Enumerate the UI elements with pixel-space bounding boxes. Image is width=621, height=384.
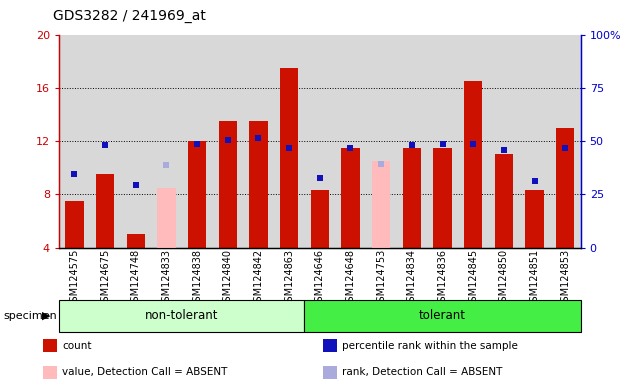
Text: GSM124845: GSM124845 — [468, 249, 478, 308]
Bar — [397, 35, 427, 248]
Bar — [550, 35, 581, 248]
Text: GDS3282 / 241969_at: GDS3282 / 241969_at — [53, 9, 206, 23]
Bar — [59, 300, 304, 332]
Bar — [433, 148, 451, 248]
Bar — [458, 35, 489, 248]
Bar — [342, 148, 360, 248]
Bar — [489, 35, 519, 248]
Bar — [323, 366, 337, 379]
Bar — [495, 154, 513, 248]
Text: GSM124838: GSM124838 — [192, 249, 202, 308]
Bar — [219, 121, 237, 248]
Text: GSM124851: GSM124851 — [530, 249, 540, 308]
Bar — [464, 81, 483, 248]
Bar — [43, 339, 57, 353]
Text: rank, Detection Call = ABSENT: rank, Detection Call = ABSENT — [342, 367, 502, 377]
Bar — [65, 201, 84, 248]
Bar — [427, 35, 458, 248]
Text: GSM124748: GSM124748 — [130, 249, 141, 308]
Text: count: count — [62, 341, 92, 351]
Text: GSM124834: GSM124834 — [407, 249, 417, 308]
Text: ▶: ▶ — [42, 311, 50, 321]
Bar — [127, 234, 145, 248]
Bar — [43, 366, 57, 379]
Text: GSM124850: GSM124850 — [499, 249, 509, 308]
Text: value, Detection Call = ABSENT: value, Detection Call = ABSENT — [62, 367, 227, 377]
Bar — [249, 121, 268, 248]
Text: specimen: specimen — [3, 311, 57, 321]
Bar — [89, 35, 120, 248]
Bar — [372, 161, 391, 248]
Bar — [151, 35, 182, 248]
Bar — [304, 300, 581, 332]
Text: GSM124753: GSM124753 — [376, 249, 386, 308]
Bar — [274, 35, 304, 248]
Bar — [59, 35, 89, 248]
Bar — [157, 188, 176, 248]
Text: GSM124646: GSM124646 — [315, 249, 325, 308]
Bar — [243, 35, 274, 248]
Text: GSM124842: GSM124842 — [253, 249, 263, 308]
Bar — [323, 339, 337, 353]
Bar — [96, 174, 114, 248]
Bar — [188, 141, 206, 248]
Bar — [556, 128, 574, 248]
Bar — [525, 190, 544, 248]
Text: tolerant: tolerant — [419, 310, 466, 322]
Bar — [120, 35, 151, 248]
Text: GSM124863: GSM124863 — [284, 249, 294, 308]
Text: GSM124575: GSM124575 — [70, 249, 79, 308]
Text: GSM124836: GSM124836 — [438, 249, 448, 308]
Bar — [212, 35, 243, 248]
Bar — [182, 35, 212, 248]
Text: GSM124840: GSM124840 — [223, 249, 233, 308]
Bar — [304, 35, 335, 248]
Text: GSM124648: GSM124648 — [345, 249, 355, 308]
Bar — [310, 190, 329, 248]
Bar — [335, 35, 366, 248]
Bar — [519, 35, 550, 248]
Text: non-tolerant: non-tolerant — [145, 310, 219, 322]
Bar — [280, 68, 298, 248]
Text: percentile rank within the sample: percentile rank within the sample — [342, 341, 517, 351]
Text: GSM124853: GSM124853 — [560, 249, 570, 308]
Bar — [366, 35, 397, 248]
Text: GSM124833: GSM124833 — [161, 249, 171, 308]
Text: GSM124675: GSM124675 — [100, 249, 110, 308]
Bar — [402, 148, 421, 248]
